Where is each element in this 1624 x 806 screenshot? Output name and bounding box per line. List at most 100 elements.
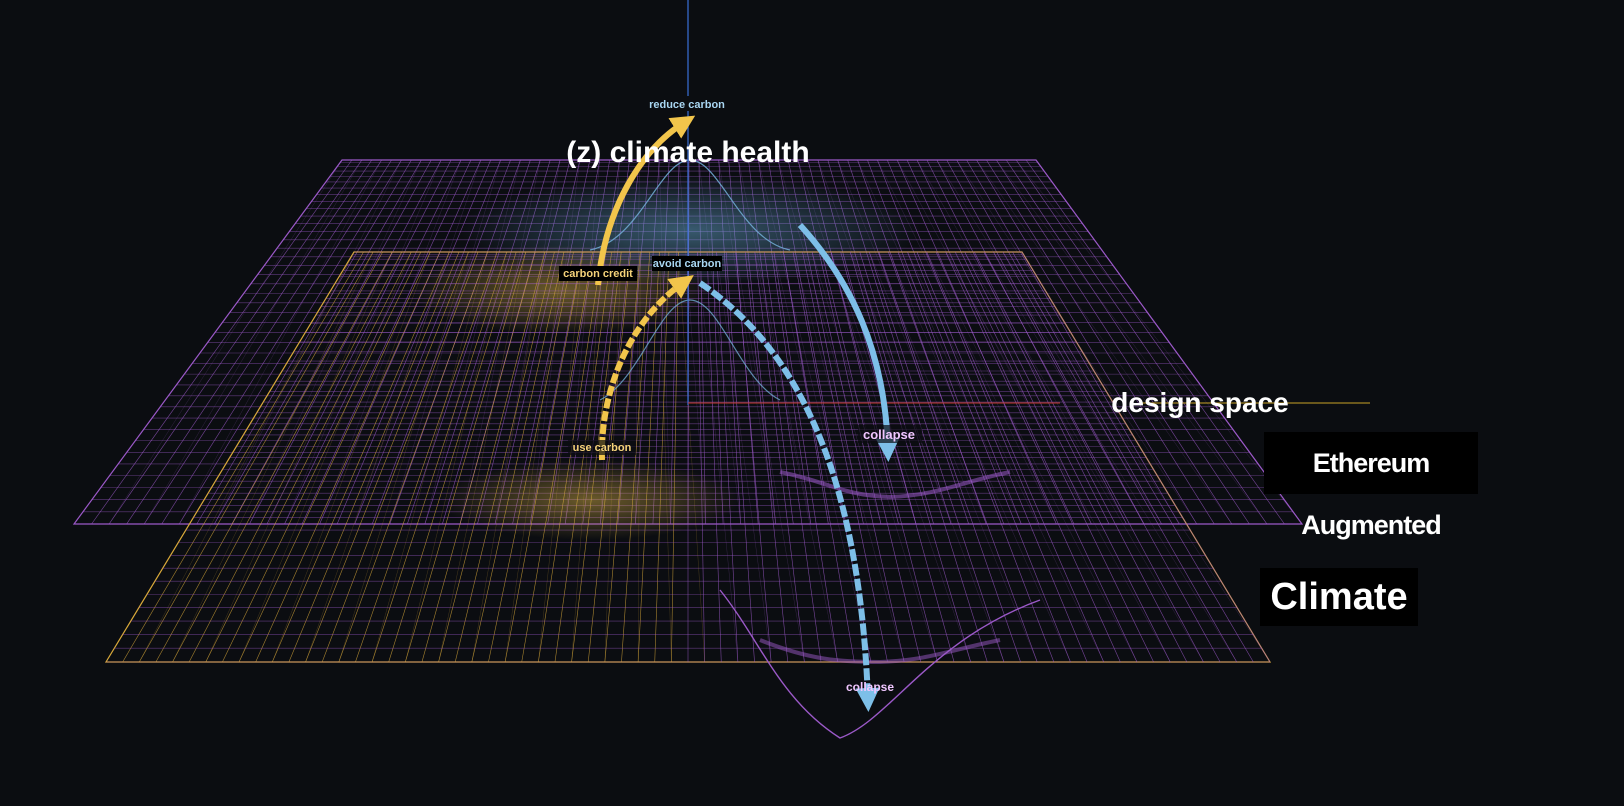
mesh-line bbox=[222, 251, 422, 663]
mesh-line bbox=[604, 251, 622, 663]
mesh-line bbox=[888, 251, 1038, 663]
upper-plane-title: Ethereum Augmented Climate bbox=[1264, 432, 1478, 602]
mesh-line bbox=[355, 251, 498, 663]
mesh-line bbox=[155, 251, 383, 663]
mesh-line bbox=[138, 251, 374, 663]
lower-collapse-arrow bbox=[698, 280, 880, 712]
mesh-line bbox=[654, 251, 670, 663]
mesh-line bbox=[706, 251, 722, 663]
lower-surface-plane bbox=[104, 251, 1272, 739]
avoid-carbon-label: avoid carbon bbox=[653, 258, 722, 270]
lower-collapse-marker: collapse bbox=[846, 680, 894, 694]
mesh-line bbox=[305, 251, 450, 663]
mesh-line bbox=[811, 251, 938, 663]
mesh-line bbox=[983, 251, 1237, 663]
mesh-line bbox=[108, 159, 363, 525]
mesh-line bbox=[73, 159, 343, 525]
upper-collapse-marker: collapse bbox=[858, 425, 922, 443]
mesh-line bbox=[671, 251, 679, 663]
lower-deep-valley bbox=[719, 589, 1041, 739]
mesh-line bbox=[983, 251, 1204, 663]
mesh-line bbox=[126, 159, 372, 525]
mesh-line bbox=[1002, 251, 1271, 663]
mesh-line bbox=[1021, 251, 1271, 663]
mesh-line bbox=[935, 251, 1121, 663]
mesh-line bbox=[172, 251, 393, 663]
mesh-line bbox=[504, 251, 584, 663]
mesh-line bbox=[421, 251, 536, 663]
mesh-line bbox=[504, 251, 565, 663]
mesh-line bbox=[850, 251, 1005, 663]
reduce-carbon-label: reduce carbon bbox=[649, 99, 725, 111]
mesh-line bbox=[488, 251, 574, 663]
mesh-line bbox=[405, 251, 507, 663]
mesh-line bbox=[916, 251, 1088, 663]
mesh-line bbox=[388, 251, 517, 663]
upper-collapse-label: collapse bbox=[863, 427, 915, 442]
mesh-line bbox=[1012, 251, 1254, 663]
mesh-line bbox=[571, 251, 622, 663]
mesh-line bbox=[238, 251, 431, 663]
mesh-line bbox=[830, 251, 971, 663]
mesh-line bbox=[161, 159, 392, 525]
mesh-line bbox=[993, 251, 1221, 663]
mesh-line bbox=[238, 251, 412, 663]
mesh-line bbox=[554, 251, 612, 663]
avoid-carbon-marker: avoid carbon bbox=[652, 256, 722, 271]
mesh-line bbox=[878, 251, 1021, 663]
mesh-line bbox=[792, 251, 905, 663]
mesh-line bbox=[272, 251, 431, 663]
mesh-line bbox=[783, 251, 855, 663]
mesh-line bbox=[471, 251, 565, 663]
mesh-line bbox=[945, 251, 1171, 663]
mesh-line bbox=[996, 159, 1268, 525]
mesh-line bbox=[538, 251, 603, 663]
mesh-line bbox=[179, 159, 402, 525]
mesh-line bbox=[371, 251, 507, 663]
mesh-line bbox=[604, 251, 641, 663]
mesh-line bbox=[139, 251, 355, 663]
lower-valley-rim bbox=[759, 638, 1001, 665]
carbon-credit-marker: carbon credit bbox=[559, 266, 637, 281]
mesh-line bbox=[869, 251, 1038, 663]
mesh-line bbox=[122, 251, 364, 663]
lower-plane-title: Climate bbox=[1260, 568, 1418, 626]
mesh-line bbox=[587, 251, 632, 663]
mesh-line bbox=[1015, 159, 1268, 525]
mesh-line bbox=[143, 159, 382, 525]
mesh-line bbox=[172, 251, 374, 663]
mesh-line bbox=[926, 251, 1138, 663]
lower-peak-ridge bbox=[599, 299, 781, 401]
mesh-line bbox=[716, 251, 739, 663]
use-carbon-marker: use carbon bbox=[568, 440, 636, 455]
mesh-line bbox=[754, 251, 838, 663]
mesh-line bbox=[105, 251, 355, 663]
mesh-line bbox=[744, 251, 789, 663]
mesh-line bbox=[305, 251, 469, 663]
mesh-line bbox=[954, 251, 1154, 663]
mesh-line bbox=[773, 251, 872, 663]
mesh-line bbox=[1035, 159, 1303, 525]
mesh-line bbox=[272, 251, 450, 663]
mesh-line bbox=[321, 251, 479, 663]
z-axis-label: (z) climate health bbox=[566, 136, 809, 169]
mesh-line bbox=[91, 159, 353, 525]
mesh-line bbox=[659, 251, 672, 663]
upper-collapse-arrow bbox=[797, 222, 900, 462]
mesh-line bbox=[697, 251, 705, 663]
mesh-line bbox=[255, 251, 441, 663]
mesh-line bbox=[521, 251, 593, 663]
mesh-line bbox=[1025, 159, 1285, 525]
mesh-line bbox=[869, 251, 1005, 663]
mesh-line bbox=[288, 251, 460, 663]
reduce-carbon-marker: reduce carbon bbox=[649, 96, 725, 111]
mesh-line bbox=[205, 251, 393, 663]
mesh-line bbox=[964, 251, 1171, 663]
mesh-line bbox=[205, 251, 412, 663]
lower-plane-mesh bbox=[105, 251, 1271, 663]
mesh-line bbox=[697, 251, 739, 663]
mesh-line bbox=[338, 251, 488, 663]
mesh-line bbox=[678, 251, 705, 663]
mesh-line bbox=[143, 159, 363, 525]
